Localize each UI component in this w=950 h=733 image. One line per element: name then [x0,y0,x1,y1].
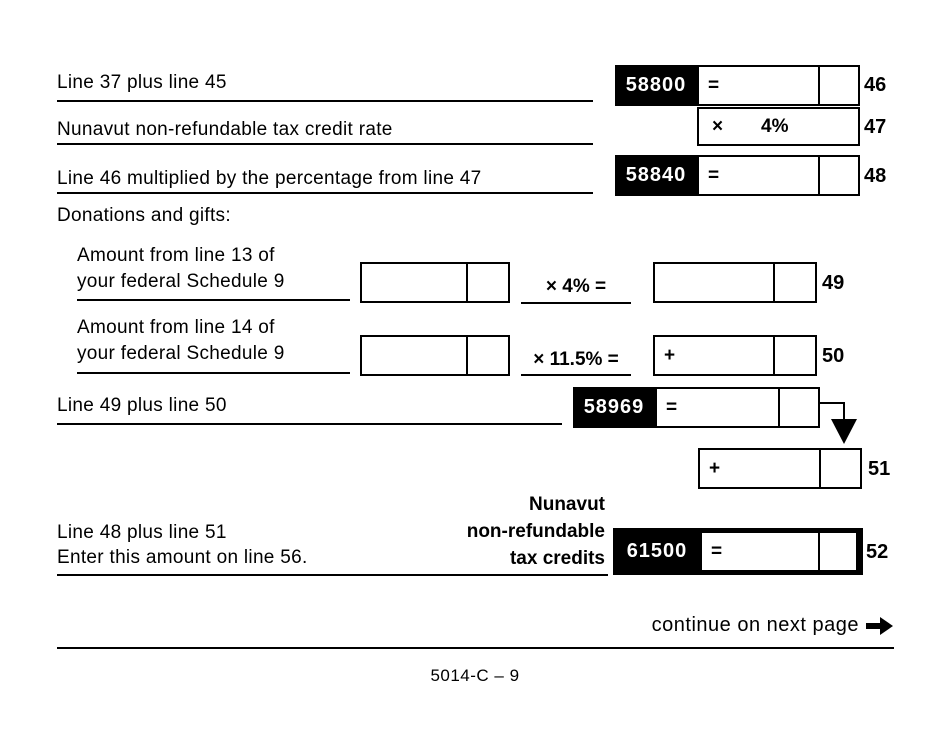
line49-50-label: Line 49 plus line 50 [57,395,227,416]
down-arrow-icon [831,419,857,444]
line49-factor: × 4% = [545,276,607,297]
line50-label: Amount from line 14 of your federal Sche… [77,315,285,367]
line50-label-underline [77,372,350,374]
cents-divider [466,264,468,301]
line49-50-underline [57,423,562,425]
rate-value: 4% [761,115,789,137]
line51-amount-field[interactable]: + [698,448,862,489]
line49-50-code-box: 58969 [573,387,655,428]
cents-divider [773,264,775,301]
line48-amount-field[interactable]: = [697,155,860,196]
line50-factor-underline [521,374,631,376]
multiply-sign: × [712,115,724,137]
page-number: 5014-C – 9 [430,666,520,685]
equals-sign: = [708,164,720,186]
line52-total-box: 61500 = [613,528,863,575]
flow-arrow-horizontal [820,402,845,404]
line52-number: 52 [866,541,889,563]
line52-label-line1: Line 48 plus line 51 [57,522,227,543]
line52-label-line2: Enter this amount on line 56. [57,547,308,568]
line46-underline [57,100,593,102]
line47-underline [57,143,593,145]
cents-divider [818,533,820,570]
equals-sign: = [708,74,720,96]
line47-label: Nunavut non-refundable tax credit rate [57,119,393,140]
footer-rule [57,647,894,649]
line50-label-line2: your federal Schedule 9 [77,343,285,364]
line51-number: 51 [868,458,891,480]
line50-label-line1: Amount from line 14 of [77,317,275,338]
cents-divider [819,450,821,487]
line52-bold-line3: tax credits [509,548,605,569]
line49-label-line2: your federal Schedule 9 [77,271,285,292]
line52-bold-line1: Nunavut [529,494,605,515]
donations-heading: Donations and gifts: [57,205,231,226]
line48-number: 48 [864,165,887,187]
cents-divider [466,337,468,374]
line47-rate-field: × 4% [697,107,860,146]
line50-number: 50 [822,345,845,367]
cents-divider [818,157,820,194]
line52-label: Line 48 plus line 51 Enter this amount o… [57,520,308,570]
equals-sign: = [666,396,678,418]
continue-notice: continue on next page [652,614,893,637]
line52-underline [57,574,608,576]
line46-amount-field[interactable]: = [697,65,860,106]
cents-divider [773,337,775,374]
line49-factor-underline [521,302,631,304]
line48-code-box: 58840 [615,155,697,196]
plus-sign: + [709,457,721,479]
line49-number: 49 [822,272,845,294]
line52-bold-title: Nunavut non-refundable tax credits [355,491,605,572]
line47-number: 47 [864,116,887,138]
cents-divider [818,67,820,104]
line49-input-field[interactable] [360,262,510,303]
line48-underline [57,192,593,194]
continue-text: continue on next page [651,614,859,636]
line49-label-underline [77,299,350,301]
line50-input-field[interactable] [360,335,510,376]
equals-sign: = [711,540,723,562]
plus-sign: + [664,344,676,366]
line49-label-line1: Amount from line 13 of [77,245,275,266]
line50-result-field[interactable]: + [653,335,817,376]
line49-label: Amount from line 13 of your federal Sche… [77,243,285,295]
line46-number: 46 [864,74,887,96]
flow-arrow-vertical [843,402,845,420]
line49-50-amount-field[interactable]: = [655,387,820,428]
line52-code-box: 61500 [626,540,688,562]
line48-label: Line 46 multiplied by the percentage fro… [57,168,482,189]
line52-amount-field[interactable]: = [701,532,857,571]
cents-divider [778,389,780,426]
line46-label: Line 37 plus line 45 [57,72,227,93]
line49-result-field[interactable] [653,262,817,303]
line46-code-box: 58800 [615,65,697,106]
line52-bold-line2: non-refundable [466,521,605,542]
line50-factor: × 11.5% = [533,349,619,370]
right-arrow-icon [866,616,893,635]
